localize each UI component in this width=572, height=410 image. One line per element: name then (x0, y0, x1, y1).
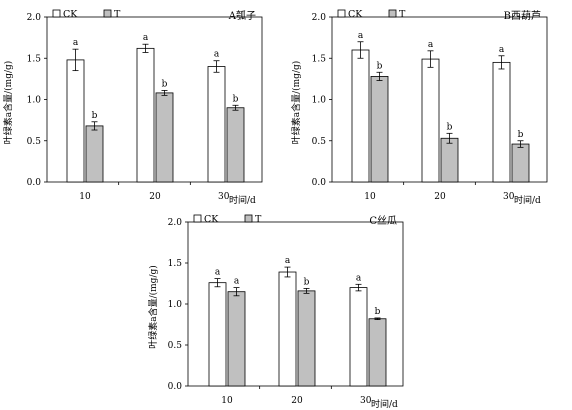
y-tick-label: 0.0 (27, 178, 42, 188)
bar-ck-20 (136, 47, 155, 183)
y-tick-label: 0.0 (168, 382, 183, 392)
y-tick-label: 0.0 (312, 178, 327, 188)
significance-label: b (304, 277, 310, 287)
significance-label: b (518, 130, 524, 140)
bar-t-20 (155, 92, 174, 183)
legend-label: CK (63, 9, 78, 20)
x-axis-label: 时间/d (371, 398, 398, 410)
bar-ck-10 (208, 282, 227, 387)
y-tick-label: 1.5 (168, 259, 183, 269)
bar-ck-20 (421, 58, 440, 183)
significance-label: b (447, 122, 453, 132)
significance-label: b (92, 111, 98, 121)
legend-label: T (399, 9, 406, 20)
x-axis-label: 时间/d (229, 194, 256, 206)
significance-label: b (377, 61, 383, 71)
bar-ck-20 (278, 271, 297, 387)
bar-ck-10 (66, 59, 85, 183)
legend-swatch-ck (52, 9, 61, 18)
x-tick-label: 10 (79, 192, 91, 202)
chart-panel-1: 0.0 0.5 1.0 1.5 2.0 叶绿素a含量/(mg/g) a b 10 a b 20 a b 30… (2, 9, 263, 206)
legend-swatch-t (388, 9, 397, 18)
significance-label: a (285, 256, 291, 266)
y-tick-label: 0.5 (27, 137, 42, 147)
y-tick-label: 1.5 (312, 54, 327, 64)
x-tick-label: 10 (221, 396, 233, 406)
legend-label: CK (348, 9, 363, 20)
y-tick-label: 1.0 (312, 96, 327, 106)
y-tick-label: 1.0 (168, 300, 183, 310)
significance-label: a (428, 40, 434, 50)
y-tick-label: 1.0 (27, 96, 42, 106)
y-tick-label: 0.5 (312, 137, 327, 147)
significance-label: a (215, 268, 221, 278)
x-tick-label: 20 (434, 192, 446, 202)
significance-label: a (143, 33, 149, 43)
legend-swatch-t (103, 9, 112, 18)
x-axis-label: 时间/d (514, 194, 541, 206)
y-axis-label: 叶绿素a含量/(mg/g) (290, 61, 302, 145)
bar-ck-30 (492, 61, 511, 183)
y-tick-label: 2.0 (27, 13, 42, 23)
legend-swatch-ck (193, 214, 202, 223)
bar-t-30 (226, 107, 245, 183)
significance-label: a (214, 50, 220, 60)
x-tick-label: 20 (291, 396, 303, 406)
x-tick-label: 10 (364, 192, 376, 202)
bar-t-30 (368, 318, 387, 387)
significance-label: a (73, 38, 79, 48)
x-tick-label: 30 (218, 192, 230, 202)
legend-label: T (114, 9, 121, 20)
chart-panel-3: 0.0 0.5 1.0 1.5 2.0 叶绿素a含量/(mg/g) a a 10 a b 20 a b 30… (147, 214, 404, 410)
panel-title: C丝瓜 (369, 215, 397, 227)
significance-label: a (356, 273, 362, 283)
x-tick-label: 20 (149, 192, 161, 202)
significance-label: b (375, 307, 381, 317)
bar-t-10 (85, 125, 104, 183)
y-tick-label: 2.0 (312, 13, 327, 23)
panel-title: A瓠子 (228, 9, 256, 22)
bar-t-10 (227, 291, 246, 387)
bar-t-20 (440, 137, 459, 183)
legend-label: T (255, 214, 262, 225)
bar-t-10 (370, 76, 389, 183)
legend-label: CK (204, 214, 219, 225)
x-tick-label: 30 (503, 192, 515, 202)
y-tick-label: 0.5 (168, 341, 183, 351)
bar-ck-30 (349, 287, 368, 387)
chart-panel-2: 0.0 0.5 1.0 1.5 2.0 叶绿素a含量/(mg/g) a b 10 a b 20 a b 30… (290, 9, 548, 206)
y-tick-label: 1.5 (27, 54, 42, 64)
significance-label: a (358, 31, 364, 41)
legend-swatch-ck (337, 9, 346, 18)
y-axis-label: 叶绿素a含量/(mg/g) (2, 61, 14, 145)
bar-ck-30 (207, 66, 226, 183)
significance-label: a (499, 45, 505, 55)
y-tick-label: 2.0 (168, 218, 183, 228)
significance-label: a (234, 277, 240, 287)
bar-t-20 (297, 290, 316, 387)
bar-ck-10 (351, 49, 370, 183)
significance-label: b (162, 79, 168, 89)
significance-label: b (233, 94, 239, 104)
y-axis-label: 叶绿素a含量/(mg/g) (147, 265, 159, 349)
panel-title: B西葫芦 (504, 10, 541, 22)
legend-swatch-t (244, 214, 253, 223)
bar-t-30 (511, 143, 530, 183)
x-tick-label: 30 (360, 396, 372, 406)
